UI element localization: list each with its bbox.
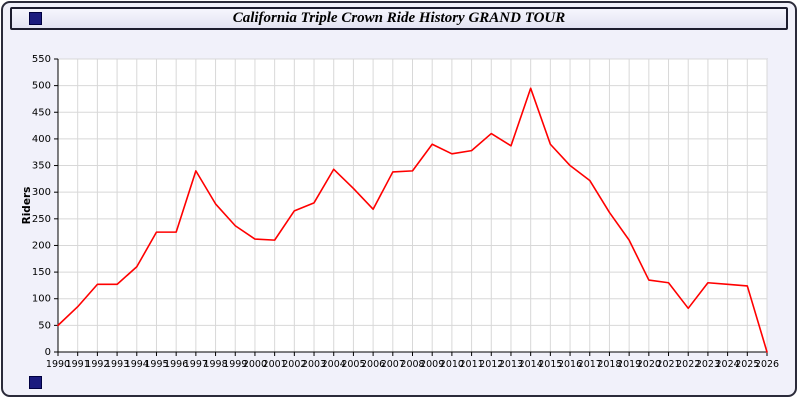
page-title: California Triple Crown Ride History GRA… [232,10,566,26]
decorative-square-top-icon [29,12,42,25]
x-tick-label: 2021 [656,359,680,370]
x-tick-label: 2010 [440,359,464,370]
x-tick-label: 2025 [735,359,759,370]
x-tick-label: 2020 [637,359,661,370]
y-tick-label: 250 [32,214,51,225]
x-tick-label: 2019 [617,359,641,370]
x-tick-label: 2007 [381,359,405,370]
x-tick-label: 1994 [125,359,149,370]
x-tick-label: 2023 [696,359,720,370]
x-tick-label: 1997 [184,359,208,370]
x-tick-label: 2003 [302,359,326,370]
data-line-riders [57,87,768,353]
y-tick-label: 300 [32,187,51,198]
x-tick-label: 2002 [282,359,306,370]
y-tick-label: 350 [32,161,51,172]
x-tick-label: 2013 [499,359,523,370]
y-tick-label: 200 [32,240,51,251]
x-tick-label: 2024 [716,359,740,370]
y-tick-label: 550 [32,54,51,65]
y-tick-label: 50 [38,320,51,331]
y-tick-label: 500 [32,81,51,92]
x-tick-label: 2005 [341,359,365,370]
x-tick-label: 1991 [66,359,90,370]
y-axis-title: Riders [21,187,33,225]
y-tick-label: 450 [32,107,51,118]
y-axis-labels: 0 50 100 150 200 250 300 350 400 450 500 550 [32,54,58,358]
riders-line-chart: 0501001502002503003504004505005501990199… [21,54,779,370]
x-tick-label: 2016 [558,359,582,370]
y-tick-label: 150 [32,267,51,278]
x-tick-label: 2026 [755,359,779,370]
chart-area: 0 50 100 150 200 250 300 350 400 450 500 550 1990 199… [3,3,795,395]
x-tick-label: 1999 [223,359,247,370]
x-tick-label: 2006 [361,359,385,370]
x-tick-label: 1992 [85,359,109,370]
x-tick-label: 2008 [400,359,424,370]
gridlines [57,58,768,353]
x-tick-label: 2018 [597,359,621,370]
y-tick-label: 400 [32,134,51,145]
x-tick-label: 2015 [538,359,562,370]
x-tick-label: 2009 [420,359,444,370]
x-tick-label: 2004 [322,359,346,370]
x-tick-label: 1990 [46,359,70,370]
x-tick-label: 2014 [519,359,543,370]
y-tick-label: 0 [45,347,51,358]
x-tick-label: 2001 [263,359,287,370]
x-tick-label: 1996 [164,359,188,370]
x-tick-label: 1998 [203,359,227,370]
x-tick-label: 1995 [144,359,168,370]
x-tick-label: 1993 [105,359,129,370]
y-tick-label: 100 [32,294,51,305]
x-tick-label: 2011 [459,359,483,370]
x-tick-label: 2017 [578,359,602,370]
x-tick-label: 2012 [479,359,503,370]
x-tick-label: 2022 [676,359,700,370]
x-tick-label: 2000 [243,359,267,370]
decorative-square-bottom-icon [29,376,42,389]
title-bar: California Triple Crown Ride History GRA… [10,7,788,30]
x-axis-labels: 1990199119921993199419951996199719981999… [46,352,779,370]
